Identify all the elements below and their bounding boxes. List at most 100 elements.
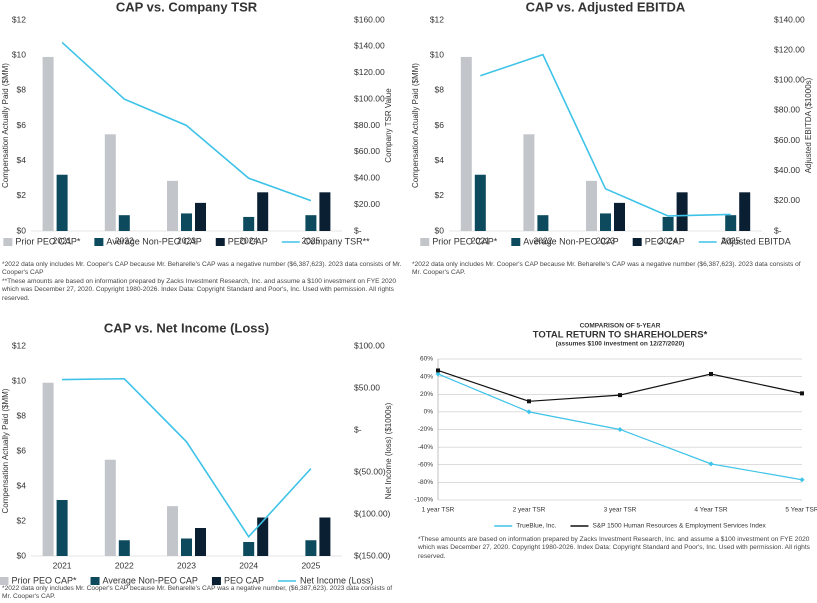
bar (725, 215, 737, 231)
x-tick-label: 3 year TSR (604, 507, 637, 514)
legend-label: PEO CAP (228, 236, 268, 246)
bar (305, 215, 317, 231)
x-tick-label: 2022 (115, 235, 134, 245)
point (436, 368, 440, 373)
legend-label: Prior PEO CAP* (12, 575, 78, 585)
legend-label: Prior PEO CAP* (432, 236, 498, 246)
y-tick-label: $6 (17, 445, 27, 455)
legend-swatch (90, 577, 100, 585)
x-tick-label: 2024 (239, 235, 258, 245)
point (618, 393, 622, 398)
y2-tick-label: $140.00 (774, 14, 805, 24)
y2-tick-label: $(50.00) (354, 466, 386, 476)
legend: Prior PEO CAP* Average Non-PEO CAP PEO CAP… (0, 575, 373, 585)
legend-swatch (511, 238, 521, 246)
bar (319, 192, 331, 231)
y-tick-label: $12 (430, 14, 444, 24)
chart-panel: CAP vs. Company TSR Compensation Actually… (1, 0, 393, 246)
point (800, 391, 804, 396)
legend-swatch (420, 238, 430, 246)
footnote: *2022 data only includes Mr. Cooper's CA… (2, 261, 402, 302)
bar (42, 56, 54, 231)
y-tick-label: $8 (17, 410, 27, 420)
footnote: *2022 data only includes Mr. Cooper's CA… (412, 261, 801, 277)
legend-label: Average Non-PEO CAP (106, 236, 201, 246)
bar (676, 192, 688, 231)
bar (537, 215, 549, 231)
legend-label: Prior PEO CAP* (15, 236, 81, 246)
y2-tick-label: $100.00 (354, 340, 385, 350)
y-tick-label: $8 (435, 85, 445, 95)
legend-swatch (215, 238, 225, 246)
y2-axis-title: Adjusted EBITDA ($1000s) (804, 77, 813, 173)
y-tick-label: 60% (420, 356, 433, 363)
y-tick-label: -100% (414, 497, 433, 504)
y2-tick-label: $- (354, 424, 362, 434)
y-tick-label: $0 (17, 550, 27, 560)
chart-panel: CAP vs. Adjusted EBITDA Compensation Actu… (411, 0, 813, 246)
x-tick-label: 2023 (177, 235, 196, 245)
legend-label: S&P 1500 Human Resources & Employment Se… (592, 523, 766, 530)
y-tick-label: 40% (420, 373, 433, 380)
legend-label: TrueBlue, Inc. (516, 523, 556, 530)
y2-tick-label: $40.00 (774, 165, 800, 175)
y2-tick-label: $60.00 (774, 135, 800, 145)
y2-tick-label: $120.00 (354, 67, 385, 77)
y2-tick-label: $140.00 (354, 41, 385, 51)
bar (586, 180, 597, 231)
bar (243, 216, 255, 231)
legend: Prior PEO CAP* Average Non-PEO CAP PEO CAP… (3, 236, 370, 246)
y-tick-label: $10 (430, 49, 444, 59)
legend-label: Average Non-PEO CAP (523, 236, 618, 246)
x-tick-label: 2 year TSR (513, 507, 546, 514)
bar (118, 215, 130, 231)
y-tick-label: -20% (418, 426, 433, 433)
legend-swatch (3, 238, 13, 246)
bar (305, 540, 317, 556)
bar (167, 506, 178, 556)
chart-title: CAP vs. Company TSR (116, 0, 258, 14)
y-tick-label: $4 (435, 155, 445, 165)
y-tick-label: $10 (12, 375, 26, 385)
bar (614, 202, 625, 231)
y2-tick-label: $(100.00) (354, 508, 391, 518)
x-tick-label: 2023 (596, 235, 615, 245)
y2-tick-label: $20.00 (774, 195, 800, 205)
y2-tick-label: $160.00 (354, 14, 385, 24)
legend-label: PEO CAP (224, 575, 264, 585)
bar (257, 517, 269, 556)
x-tick-label: 2022 (533, 235, 552, 245)
chart-title: CAP vs. Adjusted EBITDA (526, 0, 686, 14)
line-series (61, 41, 312, 202)
x-tick-label: 4 Year TSR (694, 507, 727, 514)
line-series (480, 53, 731, 217)
y-axis-title: Compensation Actually Paid ($MM) (411, 63, 420, 188)
chart-title: TOTAL RETURN TO SHAREHOLDERS* (533, 330, 708, 341)
x-tick-label: 2023 (177, 560, 196, 570)
y2-axis-title: Company TSR Value (384, 88, 393, 163)
y2-tick-label: $50.00 (354, 382, 380, 392)
y-tick-label: -60% (418, 461, 433, 468)
y2-tick-label: $- (354, 225, 362, 235)
bar (167, 180, 178, 231)
x-tick-label: 2021 (471, 235, 490, 245)
line-series (437, 373, 803, 481)
y2-tick-label: $120.00 (774, 44, 805, 54)
y2-tick-label: $80.00 (354, 120, 380, 130)
y-axis-title: Compensation Actually Paid ($MM) (1, 388, 10, 513)
y2-axis-title: Net Income (loss) ($1000s) (384, 402, 393, 499)
y2-tick-label: $- (774, 225, 782, 235)
bar (56, 174, 68, 231)
y-tick-label: $8 (17, 85, 27, 95)
bar (181, 538, 192, 556)
y-tick-label: -80% (418, 479, 433, 486)
bar (104, 459, 116, 556)
y-tick-label: $2 (17, 515, 27, 525)
legend: Prior PEO CAP* Average Non-PEO CAP PEO CAP… (420, 236, 791, 246)
y-tick-label: $4 (17, 155, 27, 165)
point (617, 427, 623, 432)
footnote: *These amounts are based on information … (418, 536, 810, 560)
x-tick-label: 2021 (53, 560, 72, 570)
x-tick-label: 2025 (721, 235, 740, 245)
